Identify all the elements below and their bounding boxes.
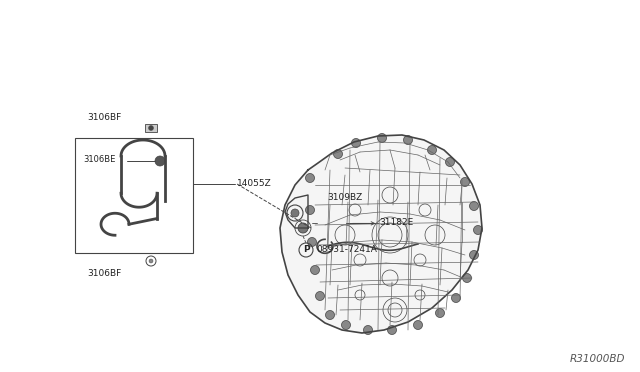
- Circle shape: [378, 134, 387, 142]
- Circle shape: [413, 321, 422, 330]
- Text: 3106BF: 3106BF: [87, 113, 121, 122]
- Circle shape: [461, 177, 470, 186]
- Circle shape: [445, 157, 454, 167]
- Circle shape: [149, 259, 153, 263]
- Circle shape: [305, 173, 314, 183]
- Text: 08931-7241A: 08931-7241A: [316, 246, 377, 254]
- Circle shape: [316, 292, 324, 301]
- Circle shape: [307, 237, 317, 247]
- Circle shape: [351, 138, 360, 148]
- Text: 3106BE: 3106BE: [83, 154, 115, 164]
- Circle shape: [435, 308, 445, 317]
- Circle shape: [428, 145, 436, 154]
- Circle shape: [364, 326, 372, 334]
- Bar: [145, 124, 157, 132]
- Circle shape: [333, 150, 342, 158]
- Circle shape: [314, 219, 323, 228]
- Circle shape: [298, 223, 308, 233]
- Circle shape: [291, 209, 299, 217]
- Circle shape: [403, 135, 413, 144]
- Text: P: P: [303, 246, 309, 254]
- Circle shape: [326, 311, 335, 320]
- Text: 3106BF: 3106BF: [87, 269, 121, 278]
- Circle shape: [305, 205, 314, 215]
- Text: R31000BD: R31000BD: [570, 354, 625, 364]
- Circle shape: [310, 266, 319, 275]
- Circle shape: [387, 326, 397, 334]
- Bar: [75, 138, 193, 253]
- Circle shape: [474, 225, 483, 234]
- Text: 3109BZ: 3109BZ: [327, 193, 362, 202]
- Circle shape: [451, 294, 461, 302]
- Text: 14055Z: 14055Z: [237, 179, 272, 187]
- Circle shape: [148, 125, 154, 131]
- Circle shape: [463, 273, 472, 282]
- Circle shape: [155, 156, 165, 166]
- Circle shape: [470, 202, 479, 211]
- Text: 31182E: 31182E: [380, 218, 413, 227]
- Bar: [305, 206, 423, 268]
- Polygon shape: [280, 135, 482, 333]
- Circle shape: [342, 321, 351, 330]
- Circle shape: [470, 250, 479, 260]
